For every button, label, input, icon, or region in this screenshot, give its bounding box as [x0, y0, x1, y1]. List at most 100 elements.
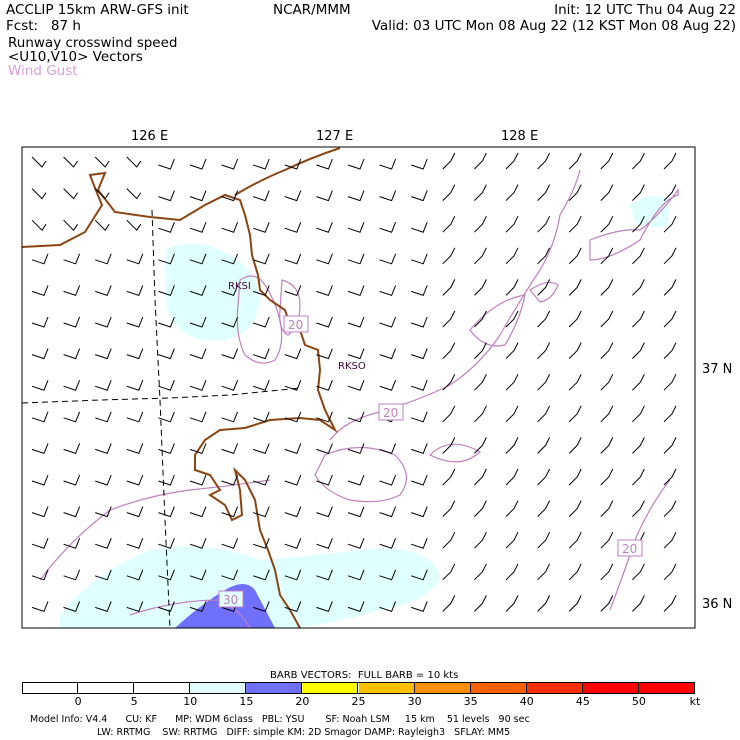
wind-barb	[31, 601, 49, 613]
wind-barb	[568, 152, 582, 170]
wind-barb	[63, 538, 81, 549]
wind-barb	[411, 222, 428, 233]
wind-barb	[379, 253, 397, 265]
wind-barb	[663, 310, 677, 328]
wind-barb	[411, 316, 428, 328]
wind-barb	[537, 500, 551, 517]
wind-barb	[95, 253, 112, 265]
wind-barb	[189, 285, 207, 297]
wind-barb	[189, 506, 207, 518]
contour-label-4: 30	[223, 593, 238, 607]
wind-barb	[442, 373, 456, 391]
wind-barb	[663, 215, 677, 233]
lon-label-128: 128 E	[501, 129, 538, 144]
wind-barb	[316, 538, 333, 549]
wind-barb	[316, 569, 333, 581]
colorbar-tick-label: 45	[575, 695, 590, 708]
wind-barb	[253, 380, 270, 391]
contour-label-1: 20	[288, 318, 303, 332]
wind-barb	[94, 188, 110, 200]
wind-barb	[316, 222, 333, 233]
wind-barb	[63, 474, 81, 486]
wind-barb	[221, 158, 239, 170]
wind-barb	[663, 595, 677, 612]
colorbar-title: BARB VECTORS: FULL BARB = 10 kts	[270, 670, 459, 681]
wind-barb	[442, 310, 456, 328]
wind-barb	[411, 474, 428, 486]
wind-barb	[568, 342, 582, 359]
wind-barb	[379, 443, 397, 455]
wind-barb	[600, 152, 614, 170]
wind-barb	[663, 531, 677, 549]
colorbar-cell	[246, 682, 303, 694]
wind-barb	[663, 279, 677, 296]
wind-barb	[94, 219, 110, 231]
wind-barb	[505, 247, 519, 265]
wind-barb	[537, 373, 551, 391]
wind-barb	[253, 316, 270, 328]
wind-barb	[537, 563, 551, 581]
wind-barb	[158, 222, 175, 233]
wind-barb	[600, 247, 614, 265]
wind-barb	[189, 538, 207, 549]
wind-barb	[31, 411, 49, 423]
wind-barb	[347, 443, 365, 455]
wind-barb	[253, 190, 270, 202]
colorbar-tick-label: 50	[631, 695, 646, 708]
wind-barb	[284, 443, 302, 455]
wind-barb	[63, 443, 81, 455]
wind-barb	[411, 506, 428, 518]
wind-barb	[474, 595, 487, 612]
wind-barb	[221, 380, 239, 391]
wind-barb	[568, 405, 582, 423]
wind-barb	[632, 500, 645, 517]
wind-barb	[663, 437, 677, 454]
wind-barb	[442, 531, 456, 549]
wind-barb	[284, 190, 302, 202]
wind-barb	[95, 474, 112, 486]
wind-barb	[253, 158, 270, 170]
lat-label-37: 37 N	[702, 362, 732, 377]
wind-barb	[411, 285, 428, 297]
wind-barb	[347, 474, 365, 486]
wind-barb	[189, 253, 207, 265]
wind-barb	[31, 474, 49, 486]
wind-barb	[221, 474, 239, 486]
wind-barb	[568, 279, 582, 296]
wind-barb	[632, 437, 645, 454]
wind-barb	[474, 437, 487, 454]
wind-barb	[568, 468, 582, 486]
wind-barb	[505, 342, 519, 359]
wind-barb	[284, 348, 302, 360]
wind-barb	[505, 184, 519, 201]
wind-barb	[474, 184, 487, 201]
wind-barb	[126, 253, 144, 265]
colorbar-cell	[22, 682, 79, 694]
wind-barb	[474, 342, 487, 359]
wind-barb	[63, 506, 81, 518]
wind-barb	[253, 601, 270, 613]
wind-barb	[316, 411, 333, 423]
wind-barb	[632, 405, 645, 423]
wind-barb	[95, 411, 112, 423]
wind-barb	[347, 380, 365, 391]
model-info-line2: LW: RRTMG SW: RRTMG DIFF: simple KM: 2D …	[97, 727, 511, 738]
wind-barb	[316, 443, 333, 455]
wind-barb	[411, 538, 428, 549]
colorbar-cell	[190, 682, 247, 694]
wind-barb	[253, 443, 270, 455]
wind-barb	[632, 152, 645, 170]
wind-barb	[600, 279, 614, 296]
model-info-line1: Model Info: V4.4 CU: KF MP: WDM 6class P…	[30, 714, 530, 725]
wind-barb	[284, 411, 302, 423]
wind-barb	[316, 601, 333, 613]
wind-barb	[347, 285, 365, 297]
wind-barb	[158, 316, 175, 328]
wind-barb	[632, 342, 645, 359]
wind-barb	[442, 215, 456, 233]
wind-barb	[63, 285, 81, 297]
model-title: ACCLIP 15km ARW-GFS init	[6, 2, 189, 18]
colorbar-tick-label: 30	[407, 695, 422, 708]
wind-barb	[126, 219, 142, 231]
